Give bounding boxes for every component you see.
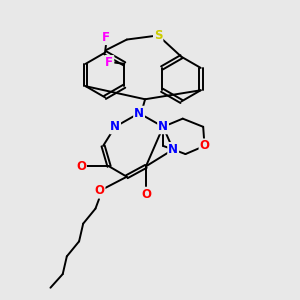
Text: N: N	[158, 120, 168, 133]
Text: O: O	[200, 140, 209, 152]
Text: S: S	[154, 29, 162, 42]
Text: O: O	[141, 188, 151, 201]
Text: O: O	[94, 184, 104, 197]
Text: N: N	[168, 143, 178, 156]
Text: N: N	[110, 120, 120, 133]
Text: O: O	[76, 160, 86, 173]
Text: F: F	[102, 31, 110, 44]
Text: N: N	[134, 107, 144, 120]
Text: F: F	[105, 56, 113, 69]
